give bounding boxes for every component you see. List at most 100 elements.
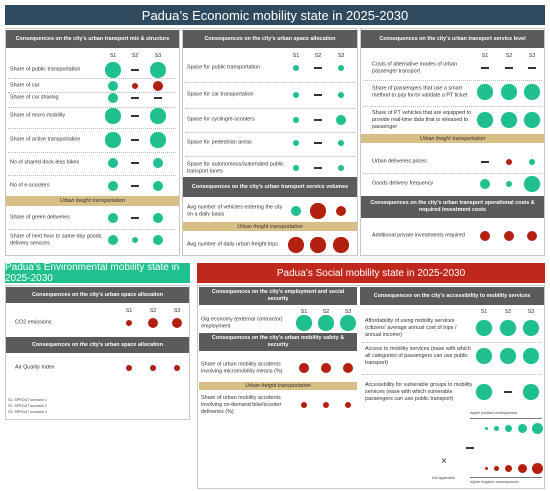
negative-consequence	[131, 82, 139, 90]
panel-header: Consequences on the city’s accessibility…	[360, 287, 544, 305]
row-label: Share of PT vehicles that are equipped t…	[372, 109, 472, 130]
column-label: S2	[314, 53, 322, 59]
row-separator	[362, 374, 542, 375]
positive-consequence	[131, 236, 139, 244]
subheading: Urban freight transportation	[6, 196, 179, 206]
legend-negative-circle	[531, 462, 543, 474]
negative-consequence	[310, 203, 326, 219]
positive-consequence	[292, 116, 300, 124]
row-label: CO2 emissions	[15, 319, 52, 326]
no-change	[314, 94, 322, 96]
row-label: Share of active transportation	[10, 136, 81, 143]
negative-consequence	[300, 401, 308, 409]
legend-positive-circle	[484, 426, 488, 430]
column-label: S2	[505, 53, 513, 59]
negative-consequence	[298, 362, 310, 374]
no-change	[528, 67, 536, 69]
panel	[182, 28, 358, 256]
column-label: S3	[527, 309, 535, 315]
panel-header: Consequences on the city’s urban transpo…	[183, 177, 357, 197]
row-label: Air Quality Index	[15, 364, 55, 371]
column-label: S2	[322, 309, 330, 315]
negative-consequence	[503, 230, 515, 242]
row-separator	[185, 155, 355, 157]
positive-consequence	[150, 108, 166, 124]
no-change	[314, 167, 322, 169]
positive-consequence	[152, 157, 164, 169]
positive-consequence	[107, 212, 119, 224]
row-label: Share of passengers that use a smart met…	[372, 85, 468, 98]
row-separator	[8, 128, 176, 129]
negative-consequence	[479, 230, 491, 242]
negative-consequence	[147, 317, 159, 329]
no-change	[314, 67, 322, 69]
row-separator	[8, 229, 176, 230]
negative-consequence	[322, 401, 330, 409]
panel-header: Consequences on the city’s urban space a…	[6, 287, 189, 303]
positive-consequence	[292, 64, 300, 72]
positive-consequence	[107, 80, 119, 92]
panel-header: Consequences on the city’s urban space a…	[183, 30, 357, 48]
not-applicable-icon: ×	[441, 456, 447, 467]
legend-arrow	[470, 477, 542, 478]
no-change	[131, 69, 139, 71]
row-label: Additional private investments required	[372, 232, 465, 239]
positive-consequence	[292, 91, 300, 99]
positive-consequence	[501, 112, 517, 128]
row-label: Share of micro-mobility	[10, 112, 66, 119]
row-separator	[185, 107, 355, 109]
no-change	[481, 67, 489, 69]
row-separator	[185, 131, 355, 133]
positive-consequence	[292, 139, 300, 147]
negative-consequence	[342, 362, 354, 374]
positive-consequence	[290, 205, 302, 217]
negative-consequence	[288, 237, 304, 253]
row-label: No of e-scooters	[10, 182, 50, 189]
panel-header: Consequences on the city’s urban space a…	[6, 337, 189, 353]
no-change	[481, 161, 489, 163]
row-label: Gig economy (external contractor) employ…	[201, 316, 283, 329]
row-label: Space for autonomous/automated public tr…	[187, 161, 284, 174]
row-label: Share of car sharing	[10, 94, 59, 101]
positive-consequence	[292, 164, 300, 172]
positive-consequence	[152, 212, 164, 224]
column-label: S3	[344, 309, 352, 315]
section-title: Padua’s Social mobility state in 2025-20…	[197, 263, 545, 283]
positive-consequence	[337, 164, 345, 172]
column-label: S1	[125, 308, 133, 314]
column-label: S3	[154, 53, 162, 59]
positive-consequence	[524, 112, 540, 128]
positive-consequence	[505, 180, 513, 188]
row-separator	[185, 81, 355, 83]
legend-positive: higher positive consequences	[470, 411, 518, 415]
positive-consequence	[501, 84, 517, 100]
no-change	[505, 67, 513, 69]
row-label: Goods delivery frequency	[372, 180, 434, 187]
no-change	[314, 142, 322, 144]
positive-consequence	[523, 384, 539, 400]
row-label: Costs of alternative modes of urban pass…	[372, 61, 458, 74]
positive-consequence	[105, 132, 121, 148]
row-label: Share of green deliveries	[10, 214, 70, 221]
legend-positive-circle	[493, 425, 499, 431]
column-label: S2	[131, 53, 139, 59]
negative-consequence	[125, 364, 133, 372]
row-separator	[363, 106, 542, 107]
scenario-note: S2: SPROUT scenario 2	[8, 404, 47, 408]
legend-negative-circle	[484, 466, 488, 470]
row-label: Urban deliveries prices	[372, 158, 427, 165]
row-separator	[8, 107, 176, 108]
column-label: S3	[337, 53, 345, 59]
column-label: S1	[480, 309, 488, 315]
positive-consequence	[150, 62, 166, 78]
subheading: Urban freight transportation	[361, 134, 544, 143]
positive-consequence	[107, 157, 119, 169]
column-label: S1	[109, 53, 117, 59]
row-label: No of shared dock-less bikes	[10, 159, 80, 166]
positive-consequence	[479, 178, 491, 190]
positive-consequence	[105, 108, 121, 124]
scenario-note: S1: SPROUT scenario 1	[8, 398, 47, 402]
row-label: Space for car transportation	[187, 91, 254, 98]
section-title: Padua’s Economic mobility state in 2025-…	[5, 5, 545, 25]
column-label: S1	[481, 53, 489, 59]
